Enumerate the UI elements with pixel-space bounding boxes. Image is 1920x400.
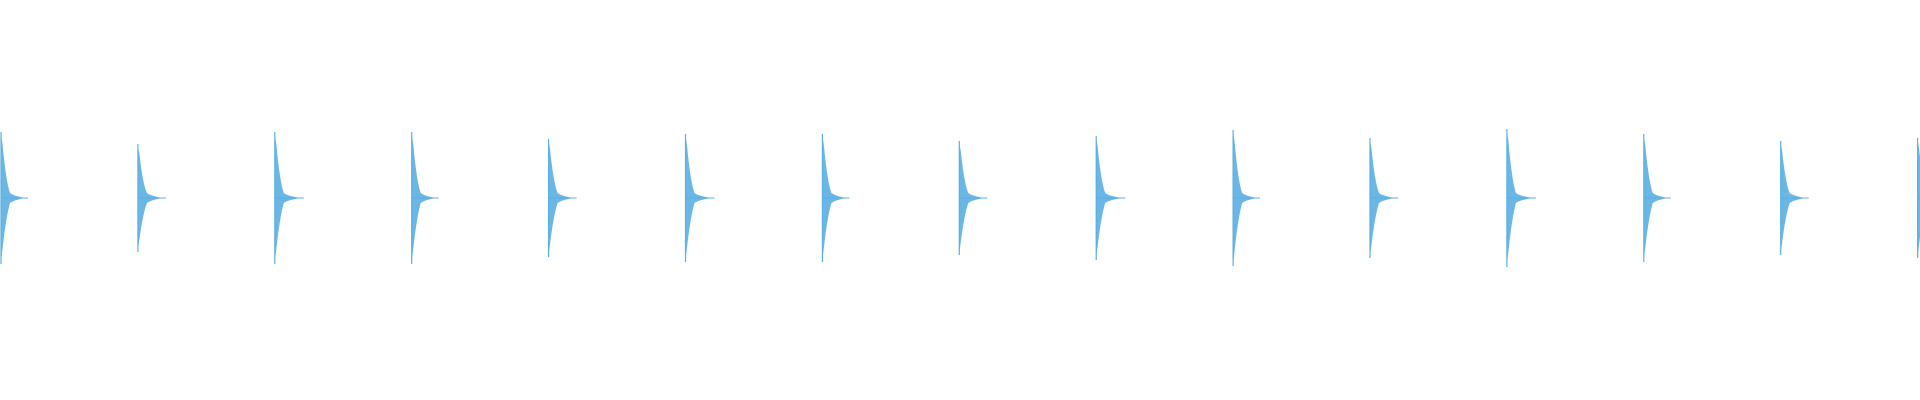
- waveform: [0, 129, 1920, 267]
